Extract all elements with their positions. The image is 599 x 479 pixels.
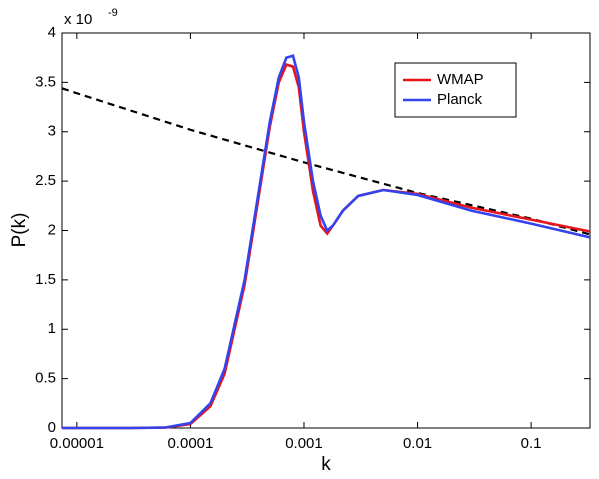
y-tick-label: 0.5	[35, 370, 56, 387]
x-tick-label: 0.0001	[167, 435, 213, 452]
legend-label: WMAP	[437, 71, 484, 88]
y-tick-label: 4	[48, 24, 56, 41]
legend-box	[394, 62, 517, 118]
y-multiplier: x 10	[64, 11, 92, 28]
y-tick-label: 1	[48, 320, 56, 337]
series-line	[62, 54, 591, 430]
reference-line	[61, 87, 591, 236]
y-multiplier-exponent: -9	[108, 7, 118, 19]
y-tick-label: 0	[48, 419, 56, 436]
x-tick-label: 0.1	[521, 435, 542, 452]
y-axis-label: P(k)	[9, 213, 30, 248]
y-tick-label: 2.5	[35, 172, 56, 189]
x-axis-label: k	[321, 454, 331, 475]
y-tick-label: 3.5	[35, 73, 56, 90]
series-line	[62, 63, 591, 430]
x-tick-label: 0.00001	[50, 435, 104, 452]
legend-label: Planck	[437, 91, 483, 108]
x-tick-label: 0.001	[285, 435, 323, 452]
x-tick-label: 0.01	[403, 435, 432, 452]
y-tick-label: 1.5	[35, 271, 56, 288]
y-tick-label: 2	[48, 221, 56, 238]
y-tick-label: 3	[48, 123, 56, 140]
